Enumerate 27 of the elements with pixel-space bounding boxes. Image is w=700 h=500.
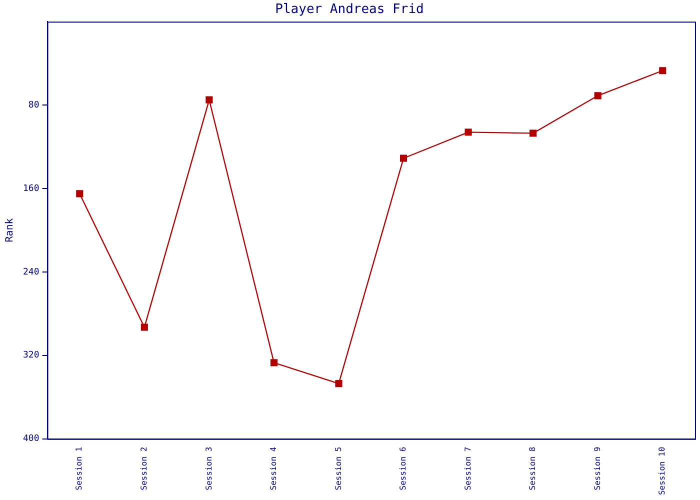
point xyxy=(464,128,472,136)
x-tick-label: Session 7 xyxy=(463,446,472,490)
point xyxy=(594,92,602,100)
x-tick-label: Session 10 xyxy=(658,446,667,496)
x-tick-label: Session 2 xyxy=(139,446,148,490)
x-tick-label: Session 6 xyxy=(398,446,408,490)
point xyxy=(76,190,84,198)
y-tick-label: 320 xyxy=(22,350,40,361)
point xyxy=(400,154,408,162)
x-tick-label: Session 5 xyxy=(334,446,343,490)
y-tick-label: 240 xyxy=(22,267,40,278)
x-tick-label: Session 1 xyxy=(74,446,84,490)
chart-title: Player Andreas Frid xyxy=(275,2,424,18)
point xyxy=(659,67,666,74)
point xyxy=(335,380,342,388)
x-tick-label: Session 4 xyxy=(269,446,278,490)
point xyxy=(140,324,148,331)
y-tick-label: 160 xyxy=(22,184,40,194)
x-tick-label: Session 9 xyxy=(592,446,602,490)
y-tick-label: 80 xyxy=(28,100,40,110)
y-tick-label: 400 xyxy=(22,434,40,444)
point xyxy=(206,96,213,104)
x-tick-label: Session 3 xyxy=(204,446,214,490)
point xyxy=(530,130,537,137)
x-tick-label: Session 8 xyxy=(528,446,538,490)
y-axis-title: Rank xyxy=(4,218,16,242)
point xyxy=(270,359,278,366)
